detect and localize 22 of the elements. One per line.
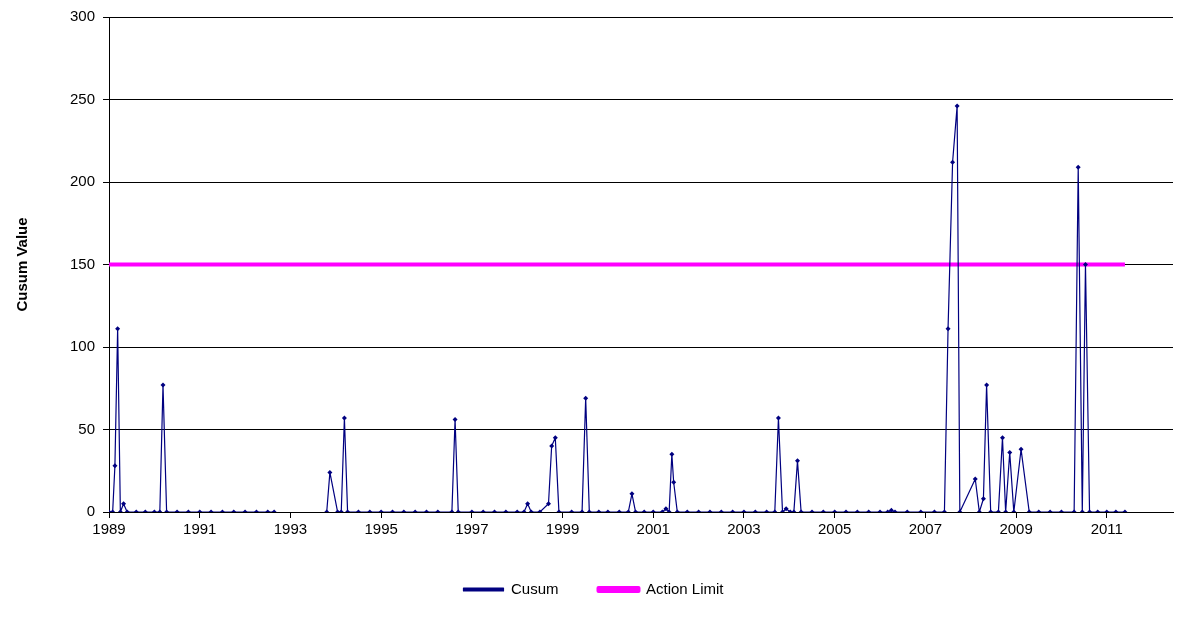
- x-tick-label: 2011: [1090, 520, 1123, 538]
- y-tick-label: 200: [70, 172, 96, 190]
- y-tick-label: 50: [78, 419, 96, 437]
- y-tick-label: 150: [70, 254, 96, 272]
- x-tick-label: 2001: [636, 520, 670, 538]
- x-tick-label: 2007: [908, 520, 943, 538]
- y-tick-label: 300: [70, 7, 96, 25]
- x-tick-label: 2003: [727, 520, 761, 538]
- x-tick-label: 1989: [92, 520, 126, 538]
- legend-label: Cusum: [510, 579, 559, 597]
- y-axis-title: Cusum Value: [13, 217, 31, 312]
- legend-label: Action Limit: [645, 579, 725, 597]
- x-tick-label: 1999: [545, 520, 580, 538]
- y-tick-label: 250: [70, 89, 96, 107]
- x-tick-label: 1993: [273, 520, 308, 538]
- x-tick-label: 1991: [183, 520, 217, 538]
- x-tick-label: 1997: [455, 520, 489, 538]
- y-tick-label: 100: [70, 337, 96, 355]
- x-tick-label: 2009: [999, 520, 1033, 538]
- x-tick-label: 2005: [817, 520, 852, 538]
- x-tick-label: 1995: [364, 520, 398, 538]
- y-tick-label: 0: [86, 502, 96, 520]
